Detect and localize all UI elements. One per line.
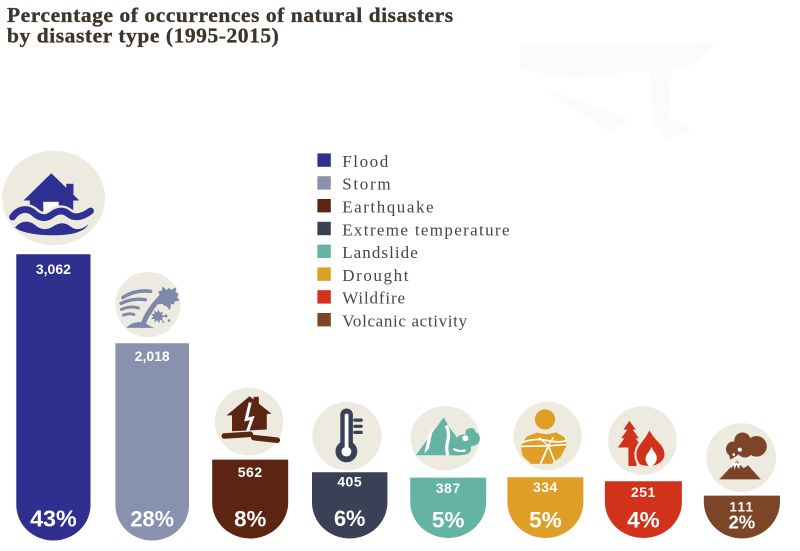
svg-text:6%: 6% bbox=[334, 506, 366, 531]
svg-text:43%: 43% bbox=[30, 506, 77, 532]
svg-text:Extreme temperature: Extreme temperature bbox=[342, 220, 511, 239]
svg-text:2,018: 2,018 bbox=[135, 348, 170, 364]
svg-text:2%: 2% bbox=[729, 512, 756, 533]
svg-text:Wildfire: Wildfire bbox=[342, 289, 406, 308]
svg-text:334: 334 bbox=[533, 479, 558, 495]
svg-text:Earthquake: Earthquake bbox=[342, 198, 435, 217]
svg-text:111: 111 bbox=[729, 500, 754, 515]
svg-text:387: 387 bbox=[436, 480, 461, 496]
svg-text:3,062: 3,062 bbox=[36, 261, 71, 277]
svg-text:Volcanic activity: Volcanic activity bbox=[342, 312, 467, 331]
svg-text:Flood: Flood bbox=[342, 152, 390, 171]
svg-text:Landslide: Landslide bbox=[342, 243, 419, 262]
svg-text:Storm: Storm bbox=[342, 175, 392, 194]
svg-text:by disaster type (1995-2015): by disaster type (1995-2015) bbox=[7, 24, 279, 48]
svg-text:4%: 4% bbox=[627, 507, 660, 532]
svg-text:8%: 8% bbox=[234, 507, 266, 532]
svg-text:Drought: Drought bbox=[342, 266, 410, 285]
svg-text:562: 562 bbox=[238, 464, 263, 480]
svg-text:5%: 5% bbox=[529, 507, 562, 532]
svg-text:5%: 5% bbox=[432, 507, 465, 532]
svg-text:Percentage of occurrences of n: Percentage of occurrences of natural dis… bbox=[7, 3, 454, 27]
svg-text:251: 251 bbox=[631, 484, 656, 500]
svg-text:405: 405 bbox=[337, 474, 362, 490]
svg-text:28%: 28% bbox=[130, 507, 174, 532]
